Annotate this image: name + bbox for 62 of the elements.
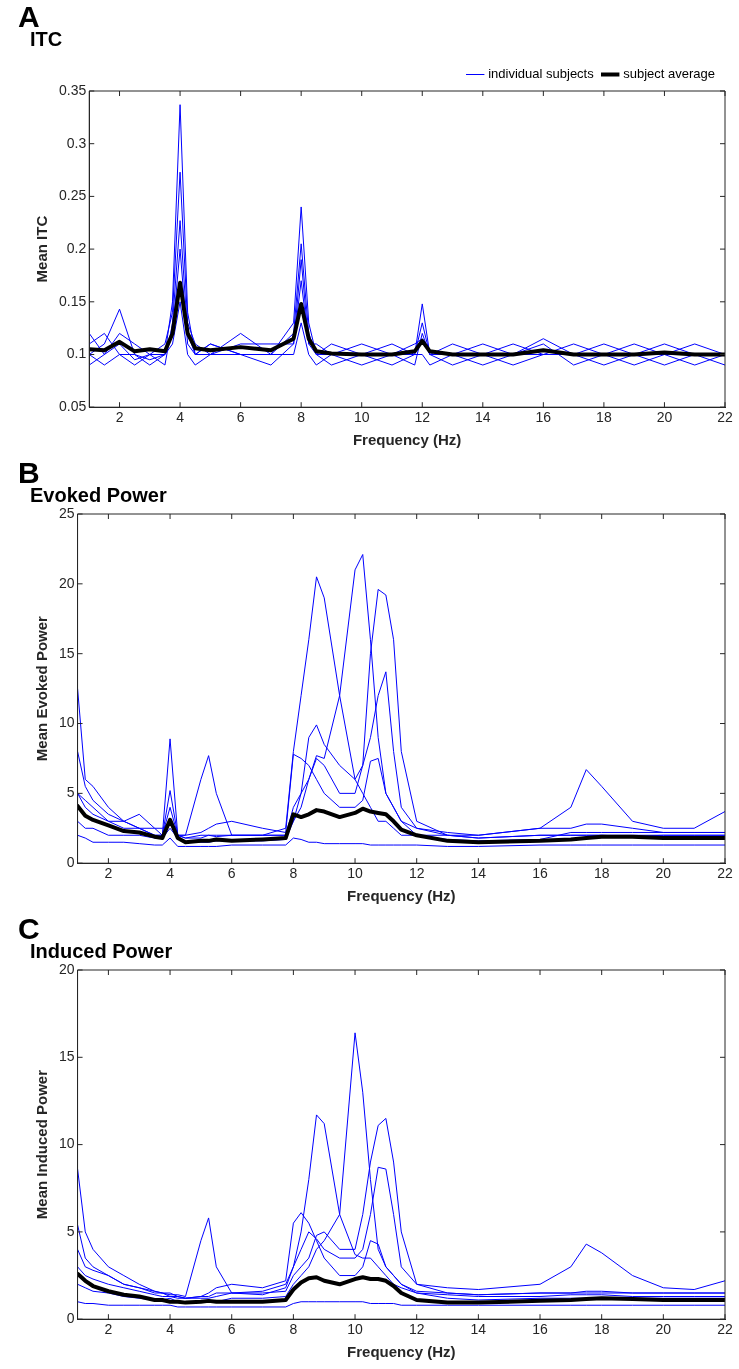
x-tick-label: 20 bbox=[655, 1321, 672, 1338]
x-tick-label: 2 bbox=[104, 1321, 113, 1338]
x-tick-label: 10 bbox=[347, 865, 364, 882]
y-tick-label: 0.05 bbox=[59, 398, 87, 415]
y-tick-label: 10 bbox=[58, 1135, 75, 1152]
x-tick-label: 4 bbox=[176, 409, 185, 426]
y-tick-label: 0.15 bbox=[59, 292, 87, 309]
y-axis-title: Mean Induced Power bbox=[33, 1069, 51, 1220]
y-tick-label: 0.25 bbox=[59, 187, 87, 204]
x-axis-title: Frequency (Hz) bbox=[352, 431, 462, 449]
x-tick-label: 22 bbox=[717, 865, 733, 882]
x-tick-label: 2 bbox=[115, 409, 124, 426]
y-axis-title: Mean ITC bbox=[33, 215, 51, 283]
legend-label: individual subjects bbox=[488, 66, 595, 82]
x-tick-label: 4 bbox=[166, 1321, 175, 1338]
x-tick-label: 14 bbox=[475, 409, 491, 426]
legend-label: subject average bbox=[623, 66, 715, 82]
y-tick-label: 0 bbox=[66, 854, 75, 871]
y-tick-label: 5 bbox=[66, 784, 75, 801]
y-tick-label: 0.1 bbox=[66, 345, 87, 362]
x-tick-label: 8 bbox=[289, 1321, 298, 1338]
y-tick-label: 15 bbox=[58, 644, 75, 661]
y-tick-label: 0.3 bbox=[66, 134, 87, 151]
x-axis-title: Frequency (Hz) bbox=[347, 1343, 456, 1361]
x-tick-label: 12 bbox=[414, 409, 431, 426]
y-tick-label: 20 bbox=[58, 960, 75, 977]
y-tick-label: 0.35 bbox=[59, 81, 87, 98]
x-tick-label: 12 bbox=[408, 865, 425, 882]
y-tick-label: 0 bbox=[66, 1310, 75, 1327]
y-tick-label: 5 bbox=[66, 1222, 75, 1239]
x-tick-label: 10 bbox=[353, 409, 370, 426]
x-tick-label: 8 bbox=[297, 409, 306, 426]
chart-title: Induced Power bbox=[30, 939, 173, 962]
x-tick-label: 6 bbox=[227, 865, 236, 882]
y-tick-label: 0.2 bbox=[66, 239, 87, 256]
x-tick-label: 20 bbox=[656, 409, 673, 426]
x-tick-label: 16 bbox=[532, 865, 549, 882]
y-tick-label: 15 bbox=[58, 1048, 75, 1065]
x-tick-label: 8 bbox=[289, 865, 298, 882]
y-tick-label: 10 bbox=[58, 714, 75, 731]
chart-title: ITC bbox=[30, 27, 63, 50]
x-tick-label: 22 bbox=[717, 1321, 733, 1338]
x-tick-label: 2 bbox=[104, 865, 113, 882]
x-tick-label: 16 bbox=[532, 1321, 549, 1338]
y-tick-label: 20 bbox=[58, 574, 75, 591]
x-tick-label: 18 bbox=[593, 1321, 610, 1338]
x-tick-label: 20 bbox=[655, 865, 672, 882]
x-tick-label: 12 bbox=[408, 1321, 425, 1338]
chart-title: Evoked Power bbox=[30, 483, 167, 506]
x-tick-label: 16 bbox=[535, 409, 552, 426]
x-tick-label: 14 bbox=[470, 865, 487, 882]
x-tick-label: 10 bbox=[347, 1321, 364, 1338]
y-tick-label: 25 bbox=[58, 504, 75, 521]
x-tick-label: 4 bbox=[166, 865, 175, 882]
x-tick-label: 18 bbox=[593, 865, 610, 882]
y-axis-title: Mean Evoked Power bbox=[33, 615, 51, 762]
x-tick-label: 6 bbox=[236, 409, 245, 426]
x-tick-label: 22 bbox=[717, 409, 733, 426]
x-tick-label: 14 bbox=[470, 1321, 487, 1338]
x-axis-title: Frequency (Hz) bbox=[347, 887, 456, 905]
x-tick-label: 6 bbox=[227, 1321, 236, 1338]
x-tick-label: 18 bbox=[596, 409, 612, 426]
